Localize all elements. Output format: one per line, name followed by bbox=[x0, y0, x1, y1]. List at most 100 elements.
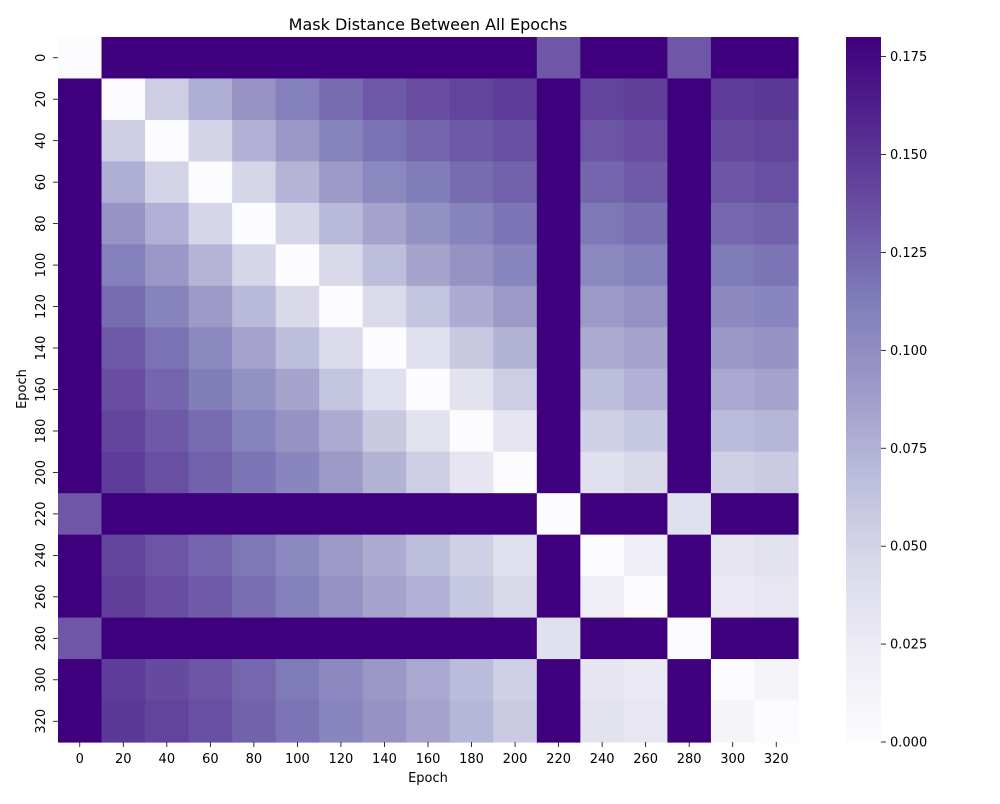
heatmap-cell bbox=[667, 700, 712, 743]
heatmap-cell bbox=[536, 576, 581, 619]
heatmap-cell bbox=[406, 576, 451, 619]
heatmap-cell bbox=[667, 37, 712, 80]
heatmap-cell bbox=[406, 244, 451, 287]
colorbar-tick-label: 0.050 bbox=[890, 540, 927, 555]
heatmap-cell bbox=[275, 78, 320, 121]
heatmap-cell bbox=[754, 202, 799, 245]
colorbar-tick-label: 0.125 bbox=[890, 246, 927, 261]
heatmap-cell bbox=[667, 493, 712, 536]
heatmap-cell bbox=[449, 244, 494, 287]
colorbar bbox=[846, 37, 881, 742]
heatmap-cell bbox=[754, 534, 799, 577]
heatmap-cell bbox=[319, 327, 364, 370]
heatmap-cell bbox=[406, 493, 451, 536]
heatmap-cell bbox=[493, 285, 538, 328]
heatmap-cell bbox=[275, 617, 320, 660]
heatmap-cell bbox=[232, 285, 277, 328]
heatmap-cell bbox=[319, 576, 364, 619]
heatmap-cell bbox=[188, 534, 233, 577]
heatmap-cell bbox=[58, 451, 103, 494]
heatmap-cell bbox=[232, 534, 277, 577]
heatmap-cell bbox=[710, 37, 756, 80]
heatmap-cell bbox=[362, 202, 407, 245]
heatmap-cell bbox=[101, 119, 146, 163]
heatmap-cell bbox=[536, 244, 581, 287]
heatmap-cell bbox=[101, 493, 146, 536]
heatmap-cell bbox=[406, 617, 451, 660]
x-tick-label: 0 bbox=[76, 752, 84, 767]
heatmap-cell bbox=[449, 451, 494, 494]
heatmap-cell bbox=[710, 700, 756, 743]
heatmap-cell bbox=[710, 410, 756, 453]
heatmap-cell bbox=[754, 119, 799, 163]
heatmap-cell bbox=[580, 78, 625, 121]
heatmap-cell bbox=[362, 78, 407, 121]
heatmap-cell bbox=[667, 285, 712, 328]
heatmap-cell bbox=[710, 493, 756, 536]
heatmap-cell bbox=[623, 161, 669, 204]
heatmap-cell bbox=[101, 451, 146, 494]
heatmap-cell bbox=[580, 368, 625, 411]
heatmap-cell bbox=[754, 285, 799, 328]
y-tick-label: 0 bbox=[34, 54, 49, 62]
heatmap-cell bbox=[710, 576, 756, 619]
heatmap-cell bbox=[710, 202, 756, 245]
heatmap-cell bbox=[145, 327, 190, 370]
heatmap-cell bbox=[406, 285, 451, 328]
heatmap-cell bbox=[362, 327, 407, 370]
heatmap-cell bbox=[667, 244, 712, 287]
heatmap-cell bbox=[232, 119, 277, 163]
heatmap-cell bbox=[493, 659, 538, 702]
heatmap-cell bbox=[362, 119, 407, 163]
heatmap-cell bbox=[493, 37, 538, 80]
heatmap-cell bbox=[449, 37, 494, 80]
heatmap-cell bbox=[754, 451, 799, 494]
x-tick-label: 300 bbox=[720, 752, 745, 767]
heatmap-cell bbox=[145, 37, 190, 80]
heatmap-cell bbox=[536, 368, 581, 411]
heatmap-cell bbox=[101, 534, 146, 577]
heatmap-cell bbox=[101, 659, 146, 702]
heatmap-cell bbox=[188, 451, 233, 494]
heatmap-cell bbox=[145, 451, 190, 494]
heatmap-cell bbox=[449, 202, 494, 245]
y-tick-label: 120 bbox=[34, 294, 49, 319]
heatmap-cell bbox=[536, 410, 581, 453]
heatmap-cell bbox=[58, 202, 103, 245]
y-axis-ticks: 0 20 40 60 80 100 120 140 160 180 200 220 240 260 280 3… bbox=[34, 54, 58, 734]
heatmap-cell bbox=[406, 119, 451, 163]
heatmap-cell bbox=[362, 493, 407, 536]
heatmap-cell bbox=[623, 617, 669, 660]
heatmap-cell bbox=[145, 161, 190, 204]
heatmap-cell bbox=[754, 700, 799, 743]
heatmap-cell bbox=[667, 161, 712, 204]
heatmap-cell bbox=[188, 700, 233, 743]
heatmap-cell bbox=[188, 285, 233, 328]
heatmap-cell bbox=[667, 78, 712, 121]
heatmap-cell bbox=[362, 534, 407, 577]
heatmap-cell bbox=[406, 700, 451, 743]
heatmap-cell bbox=[493, 451, 538, 494]
heatmap-cell bbox=[319, 617, 364, 660]
heatmap-cell bbox=[623, 285, 669, 328]
colorbar-tick-label: 0.150 bbox=[890, 148, 927, 163]
heatmap-cell bbox=[101, 285, 146, 328]
heatmap-cell bbox=[623, 700, 669, 743]
heatmap-cell bbox=[623, 244, 669, 287]
heatmap-cell bbox=[623, 37, 669, 80]
chart-title: Mask Distance Between All Epochs bbox=[289, 15, 568, 34]
colorbar-ticks: 0.000 0.025 0.050 0.075 0.100 0.125 0.150 0.175 bbox=[881, 50, 927, 751]
heatmap-cell bbox=[449, 161, 494, 204]
heatmap-cell bbox=[58, 37, 103, 80]
y-tick-label: 300 bbox=[34, 667, 49, 692]
heatmap-cell bbox=[667, 327, 712, 370]
heatmap-cell bbox=[145, 410, 190, 453]
heatmap-cell bbox=[188, 37, 233, 80]
heatmap-cell bbox=[319, 534, 364, 577]
heatmap-cell bbox=[536, 327, 581, 370]
heatmap-cell bbox=[58, 410, 103, 453]
heatmap-cell bbox=[623, 534, 669, 577]
heatmap-cell bbox=[754, 327, 799, 370]
heatmap-cell bbox=[188, 78, 233, 121]
